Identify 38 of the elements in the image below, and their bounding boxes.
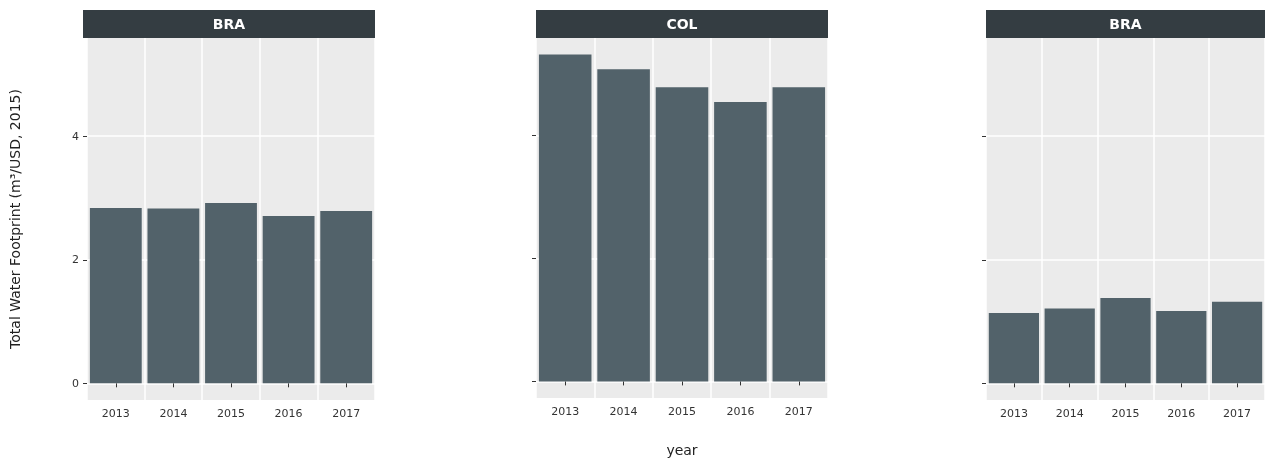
x-tick-label: 2017: [784, 405, 813, 418]
x-tick-label: 2014: [1055, 407, 1084, 420]
x-tick-label: 2016: [726, 405, 755, 418]
x-axis-title: year: [666, 442, 698, 458]
bar: [89, 207, 142, 384]
bar: [1156, 311, 1207, 384]
bar: [320, 210, 373, 384]
x-tick-label: 2013: [551, 405, 580, 418]
x-tick-label: 2013: [999, 407, 1028, 420]
bar: [714, 101, 767, 382]
chart-title: BRA: [83, 10, 375, 38]
bar: [1044, 308, 1095, 384]
x-tick-label: 2016: [274, 407, 303, 420]
bar: [205, 202, 257, 384]
bar: [262, 215, 315, 384]
chart-title: BRA: [986, 10, 1265, 38]
x-tick-label: 2013: [101, 407, 130, 420]
x-tick-label: 2016: [1167, 407, 1196, 420]
bar: [772, 87, 826, 382]
bar: [538, 54, 592, 382]
bar: [988, 312, 1040, 384]
bar: [655, 87, 709, 382]
y-tick-label: 4: [72, 129, 79, 143]
y-axis-title: Total Water Footprint (m³/USD, 2015): [7, 89, 23, 350]
x-tick-label: 2017: [332, 407, 361, 420]
y-tick-label: 0: [72, 376, 79, 390]
x-tick-label: 2015: [217, 407, 245, 420]
x-tick-label: 2014: [609, 405, 638, 418]
bar: [597, 69, 650, 382]
x-tick-label: 2015: [1111, 407, 1140, 420]
x-tick-label: 2017: [1223, 407, 1252, 420]
bar: [1211, 301, 1263, 384]
y-tick-label: 2: [72, 253, 79, 267]
x-tick-label: 2014: [159, 407, 188, 420]
chart-title: COL: [536, 10, 828, 38]
bar: [1100, 298, 1151, 384]
bar: [147, 208, 200, 384]
x-tick-label: 2015: [668, 405, 696, 418]
